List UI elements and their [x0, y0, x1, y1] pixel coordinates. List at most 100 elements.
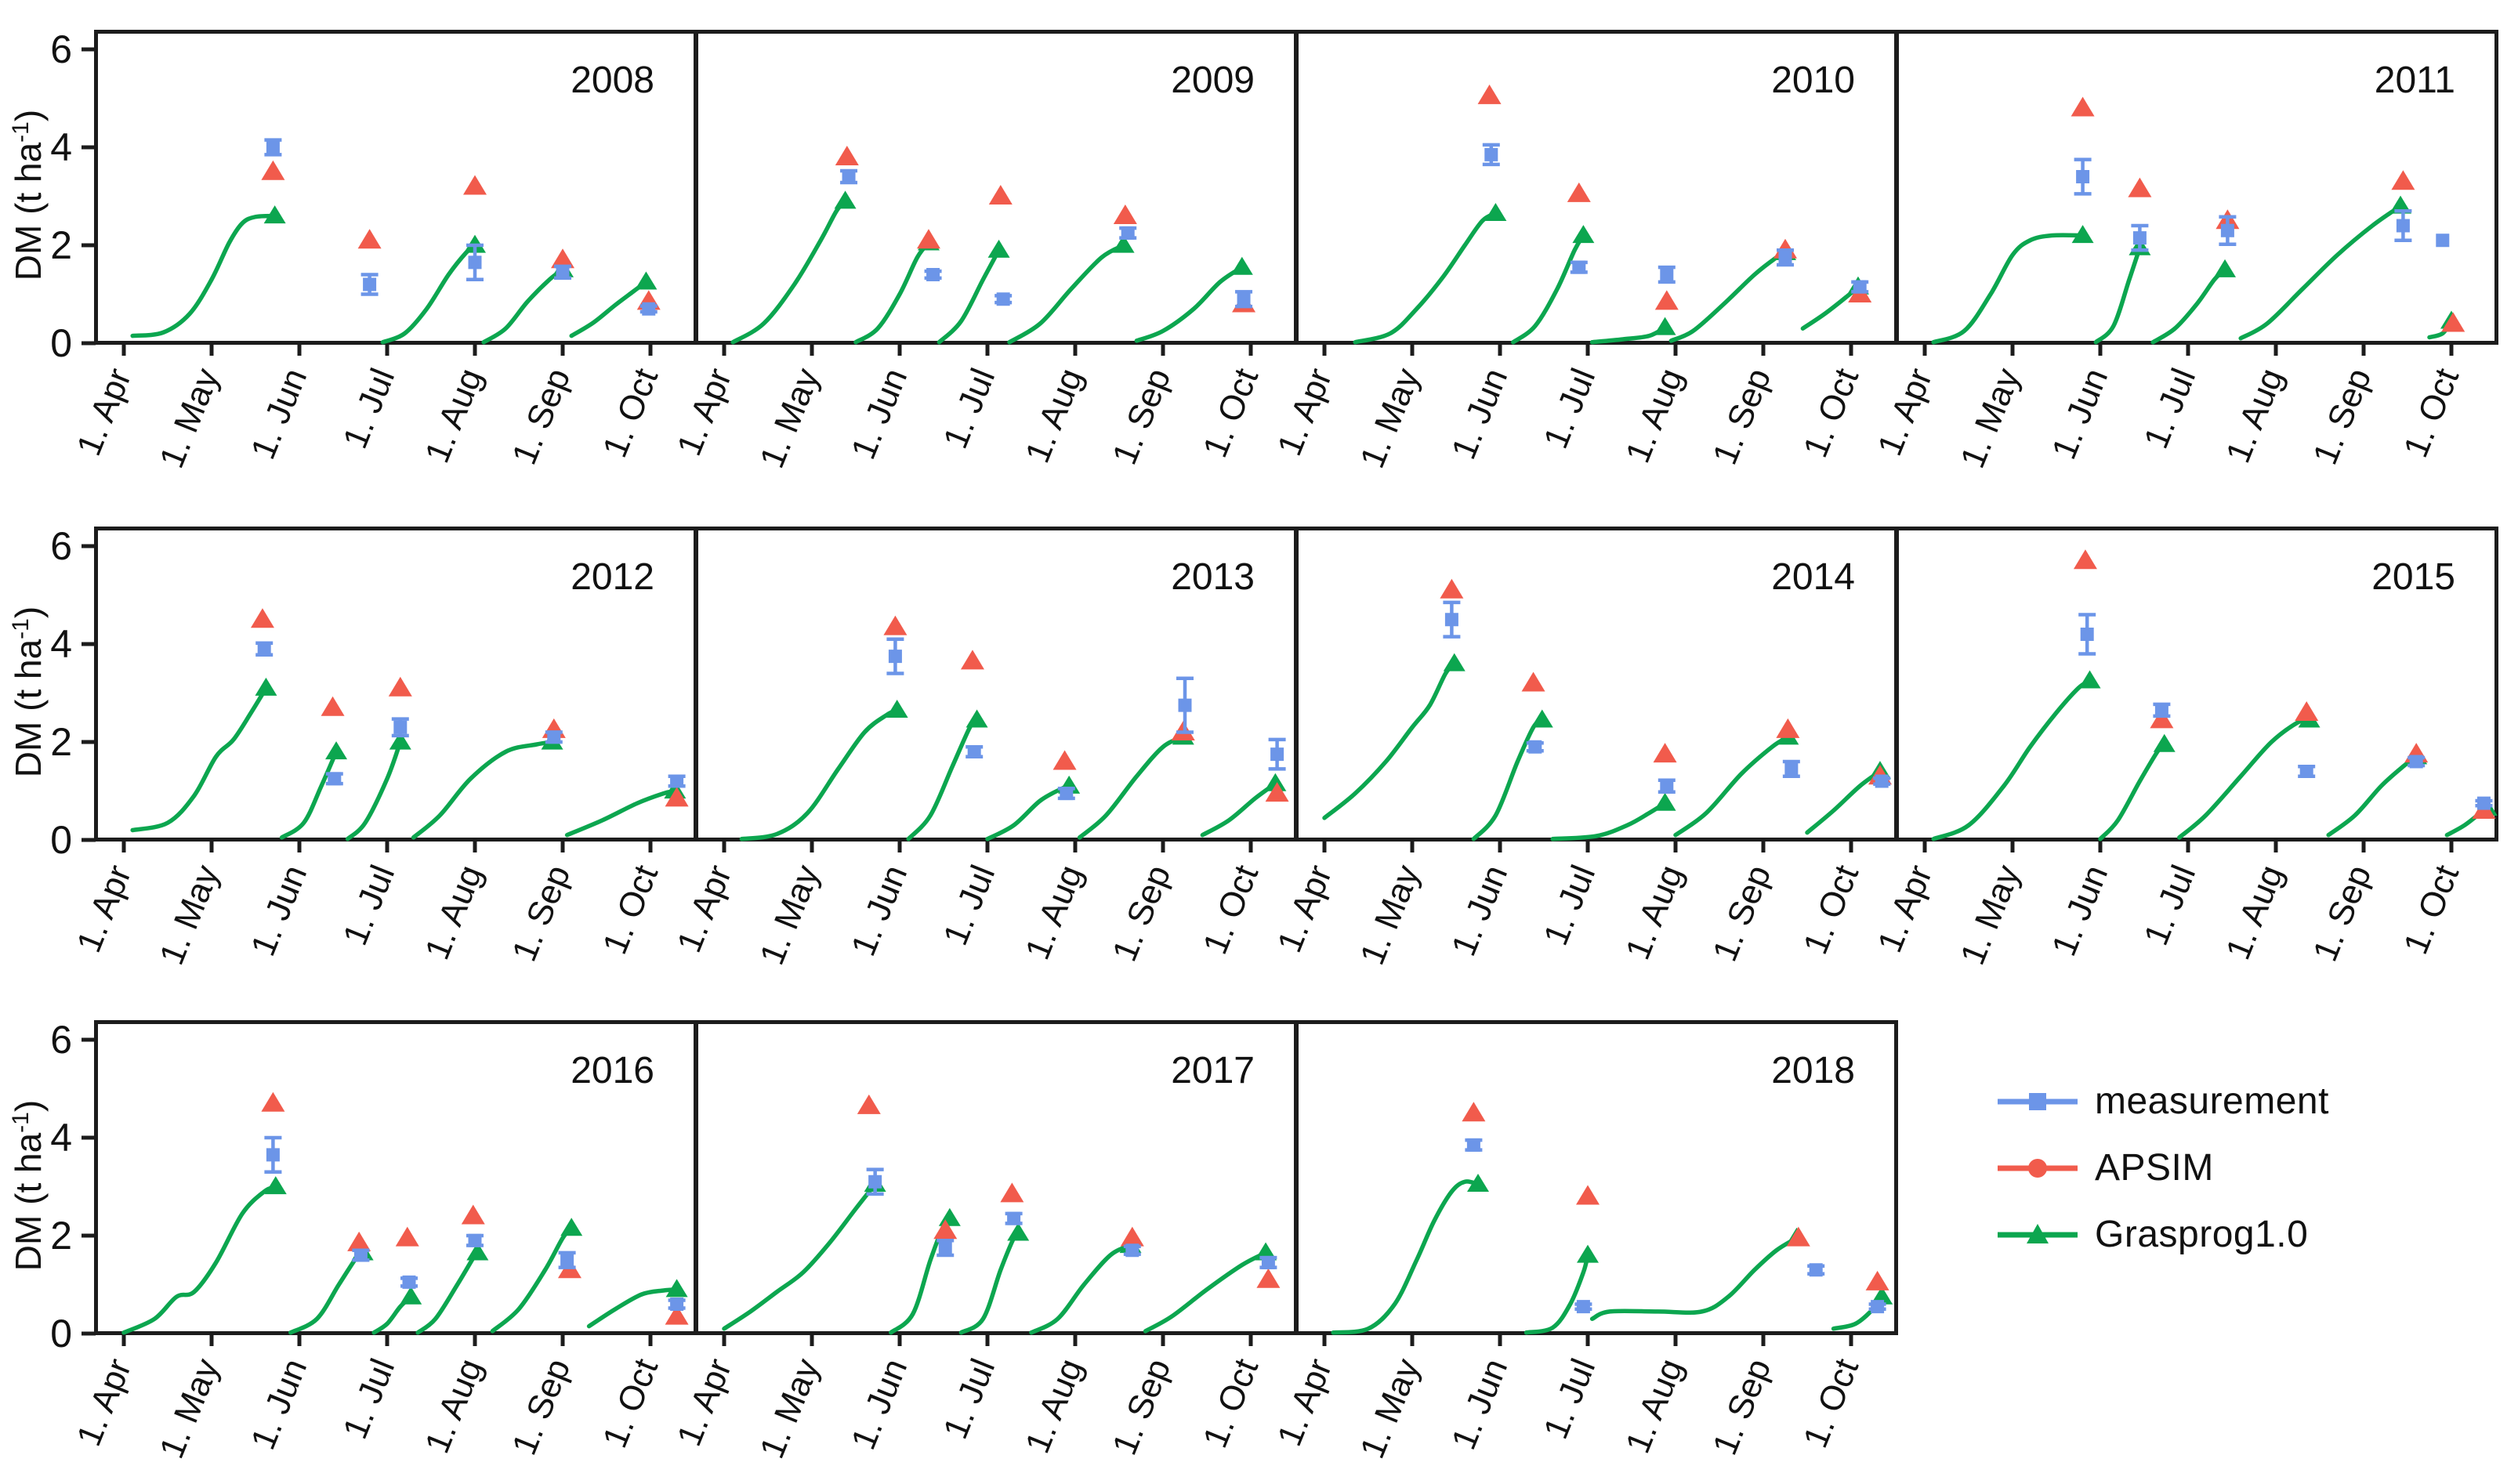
y-tick-label: 6	[50, 27, 72, 71]
measurement-point	[967, 745, 981, 758]
measurement-point	[2154, 703, 2168, 717]
legend: measurement APSIM Grasprog1.0	[1994, 1080, 2329, 1256]
grasprog-curve	[411, 740, 555, 840]
measurement-point	[842, 170, 856, 183]
y-tick-label: 2	[50, 223, 72, 267]
grasprog-curve	[1331, 1179, 1480, 1335]
measurement-point	[1778, 251, 1792, 265]
grasprog-curve	[279, 749, 339, 840]
measurement-point	[2080, 628, 2094, 641]
y-tick-label: 2	[50, 1214, 72, 1258]
panel-2012: 1. Apr 1. May 1. Jun 1. Jul 1. Aug 1. Sep 1. O…	[50, 524, 697, 970]
measurement-series	[1482, 143, 1869, 294]
measurement-marker-icon	[1998, 1092, 2078, 1110]
x-tick-label: 1. Apr	[670, 363, 740, 461]
x-tick-label: 1. Aug	[1018, 363, 1090, 468]
measurement-point	[1784, 762, 1799, 776]
grasprog-curve	[1007, 243, 1126, 345]
measurement-series	[1443, 600, 1891, 794]
x-tick-label: 1. Aug	[418, 363, 490, 468]
apsim-series	[1462, 1102, 1889, 1290]
legend-item-apsim: APSIM	[1994, 1146, 2329, 1189]
x-tick-label: 1. May	[1353, 363, 1427, 473]
year-label: 2015	[2371, 556, 2455, 598]
measurement-point	[2436, 233, 2450, 248]
y-tick-label: 0	[50, 818, 72, 862]
x-tick-label: 1. Jun	[1444, 1353, 1515, 1455]
panel-2013: 1. Apr 1. May 1. Jun 1. Jul 1. Aug 1. Sep 1. O…	[670, 527, 1298, 970]
measurement-point	[670, 774, 684, 788]
measurement-point	[1572, 260, 1586, 274]
measurement-series	[255, 641, 686, 788]
x-tick-label: 1. Aug	[1618, 860, 1690, 965]
apsim-series	[250, 608, 689, 807]
x-tick-label: 1. May	[1353, 860, 1427, 970]
x-tick-label: 1. Aug	[1018, 860, 1090, 965]
x-tick-label: 1. Jul	[1536, 1353, 1603, 1444]
x-tick-label: 1. Apr	[670, 1353, 740, 1451]
panel-2009: 1. Apr 1. May 1. Jun 1. Jul 1. Aug 1. Sep 1. O…	[670, 30, 1298, 473]
measurement-point	[888, 650, 902, 664]
measurement-point	[257, 642, 271, 656]
y-tick-label: 6	[50, 1018, 72, 1062]
measurement-point	[2132, 231, 2147, 245]
measurement-point	[1875, 774, 1889, 788]
measurement-series	[2078, 613, 2493, 810]
panel-2015: 1. Apr 1. May 1. Jun 1. Jul 1. Aug 1. Sep 1. O…	[1871, 527, 2498, 970]
y-tick-label: 4	[50, 1116, 72, 1160]
grasprog-curve	[1134, 265, 1245, 343]
grasprog-curve	[1931, 233, 2085, 345]
measurement-point	[1660, 779, 1674, 793]
x-tick-label: 1. Oct	[1196, 363, 1266, 462]
measurement-point	[2396, 219, 2410, 233]
measurement-point	[1261, 1255, 1275, 1269]
grasprog-series	[130, 677, 687, 842]
x-tick-label: 1. Jun	[244, 363, 314, 465]
measurement-series	[866, 1167, 1277, 1269]
measurement-point	[1178, 698, 1192, 712]
measurement-point	[266, 140, 280, 154]
measurement-point	[1809, 1263, 1823, 1277]
measurement-point	[556, 265, 570, 279]
measurement-point	[547, 730, 561, 744]
x-tick-label: 1. Jun	[844, 1353, 915, 1455]
grasprog-curve	[2177, 718, 2312, 840]
legend-label-measurement: measurement	[2095, 1080, 2329, 1122]
x-tick-label: 1. Oct	[1196, 1353, 1266, 1453]
x-tick-label: 1. Oct	[2397, 363, 2466, 462]
y-tick-label: 6	[50, 524, 72, 568]
year-label: 2012	[571, 556, 654, 598]
x-tick-label: 1. Jul	[936, 1353, 1002, 1444]
x-tick-label: 1. Sep	[2306, 363, 2379, 469]
x-tick-label: 1. Apr	[70, 1353, 139, 1451]
measurement-point	[1466, 1138, 1480, 1152]
panel-2017: 1. Apr 1. May 1. Jun 1. Jul 1. Aug 1. Sep 1. O…	[670, 1020, 1298, 1464]
measurement-point	[328, 772, 342, 786]
grasprog-curve	[1673, 735, 1791, 838]
measurement-series	[2074, 157, 2450, 252]
x-tick-label: 1. Jun	[1444, 363, 1515, 465]
x-tick-label: 1. Jul	[1536, 363, 1603, 454]
grasprog-curve	[722, 1182, 878, 1331]
x-tick-label: 1. Sep	[1105, 860, 1178, 966]
x-tick-label: 1. May	[152, 363, 226, 473]
measurement-point	[670, 1298, 684, 1311]
x-tick-label: 1. Jul	[335, 1353, 402, 1444]
grasprog-curve	[121, 1184, 278, 1335]
y-axis-title: DM (t ha-1)	[8, 606, 49, 777]
measurement-point	[266, 1148, 280, 1162]
grasprog-series	[739, 700, 1287, 842]
x-tick-label: 1. Jul	[2136, 363, 2203, 454]
panel-2011: 1. Apr 1. May 1. Jun 1. Jul 1. Aug 1. Sep 1. O…	[1871, 30, 2498, 473]
x-tick-label: 1. Apr	[1270, 1353, 1340, 1451]
x-tick-label: 1. Sep	[505, 860, 578, 966]
x-tick-label: 1. Jun	[1444, 860, 1515, 961]
x-tick-label: 1. Jul	[335, 860, 402, 950]
x-tick-label: 1. May	[1953, 860, 2027, 970]
measurement-point	[1853, 280, 1867, 294]
x-tick-label: 1. Jun	[2045, 363, 2115, 465]
measurement-series	[840, 168, 1253, 309]
grasprog-curve	[730, 199, 848, 345]
grasprog-curve	[130, 213, 277, 338]
x-tick-label: 1. Sep	[1705, 1353, 1778, 1460]
